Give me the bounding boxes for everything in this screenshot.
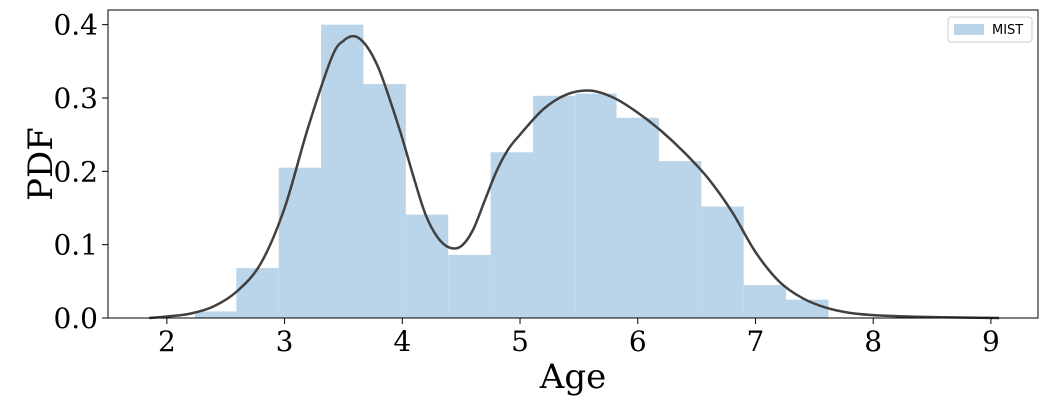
histogram-bar-0 — [195, 311, 237, 318]
histogram-bar-7 — [490, 152, 533, 318]
x-tick-label-2: 4 — [393, 325, 411, 358]
x-tick-label-3: 5 — [511, 325, 529, 358]
histogram-bar-3 — [321, 24, 364, 319]
histogram-bar-12 — [701, 206, 744, 318]
kde-curve — [149, 34, 1000, 320]
histogram-bar-8 — [532, 95, 576, 318]
x-tick-label-5: 7 — [747, 325, 765, 358]
legend-label-mist: MIST — [992, 23, 1023, 38]
histogram-bar-1 — [236, 268, 279, 318]
x-tick-label-7: 9 — [982, 325, 1000, 358]
histogram-bar-2 — [278, 167, 322, 318]
x-tick-label-0: 2 — [158, 325, 176, 358]
y-tick-label-1: 0.1 — [53, 229, 98, 262]
legend-frame — [947, 16, 1033, 43]
plot-frame — [107, 9, 1039, 319]
x-tick-label-1: 3 — [276, 325, 294, 358]
histogram-bar-10 — [616, 117, 659, 318]
histogram-bar-14 — [786, 299, 829, 318]
x-tick-label-4: 6 — [629, 325, 647, 358]
y-axis-title: PDF — [21, 127, 61, 201]
y-axis: 0.0 0.1 0.2 0.3 0.4 — [53, 9, 108, 335]
y-tick-label-3: 0.3 — [53, 82, 98, 115]
x-axis-title: Age — [539, 357, 606, 397]
histogram-bar-9 — [575, 93, 617, 318]
histogram-bar-11 — [658, 161, 702, 318]
x-axis: 2 3 4 5 6 7 8 9 — [158, 318, 1000, 358]
y-tick-label-0: 0.0 — [53, 302, 98, 335]
histogram-bar-5 — [405, 214, 449, 318]
x-tick-label-6: 8 — [864, 325, 882, 358]
y-tick-label-4: 0.4 — [53, 9, 98, 42]
histogram-bar-4 — [363, 84, 406, 318]
y-tick-label-2: 0.2 — [53, 155, 98, 188]
histogram-bar-13 — [743, 285, 787, 318]
legend-swatch-mist — [954, 24, 984, 35]
histogram-bar-6 — [448, 254, 491, 318]
legend: MIST — [947, 16, 1033, 43]
histogram-bars — [195, 24, 829, 319]
